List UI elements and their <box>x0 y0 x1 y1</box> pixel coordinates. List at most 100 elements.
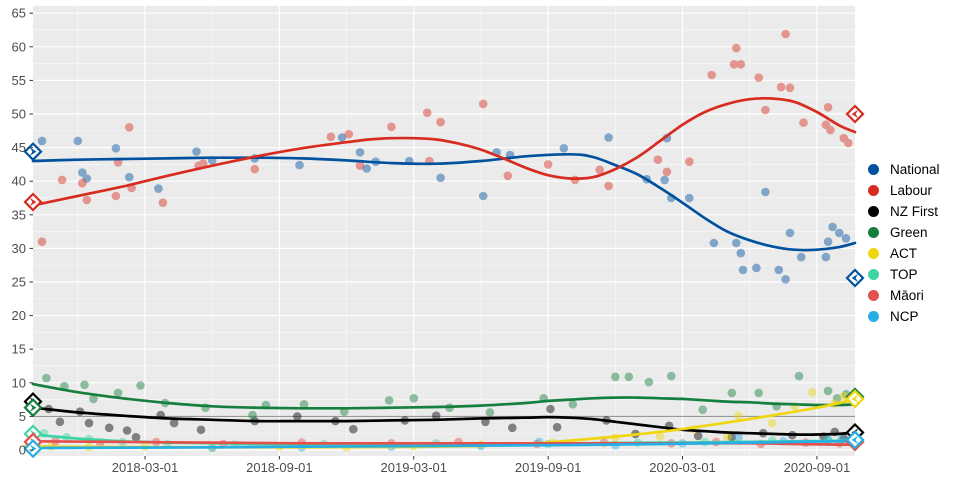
data-point <box>344 129 354 139</box>
data-point <box>754 388 763 398</box>
legend-dot-icon <box>868 290 879 301</box>
data-point <box>552 422 562 432</box>
data-point <box>122 426 132 435</box>
y-tick-label: 20 <box>12 308 26 323</box>
data-point <box>295 160 304 170</box>
data-point <box>248 410 257 420</box>
data-point <box>826 125 835 135</box>
x-tick-label: 2019-09-01 <box>515 460 582 475</box>
data-point <box>644 377 654 387</box>
plot-panel <box>33 6 855 456</box>
chevron-icon <box>29 403 37 412</box>
data-point <box>821 252 831 262</box>
data-point <box>559 144 569 153</box>
y-tick-label: 45 <box>12 140 26 155</box>
data-point <box>761 187 770 197</box>
y-tick-label: 65 <box>12 6 26 21</box>
data-point <box>55 417 65 427</box>
legend-item-national: National <box>868 159 940 180</box>
data-point <box>78 178 87 188</box>
y-tick-label: 35 <box>12 207 26 222</box>
election-2020-marker-national <box>845 268 865 288</box>
legend-item-nz-first: NZ First <box>868 201 940 222</box>
data-point <box>89 394 98 404</box>
data-point <box>823 237 833 246</box>
data-point <box>104 423 114 433</box>
data-point <box>796 252 806 262</box>
legend-label: Māori <box>890 287 924 303</box>
x-tick-label: 2018-03-01 <box>112 460 179 475</box>
data-point <box>169 418 179 428</box>
smooth-line-national <box>31 152 857 252</box>
election-2017-marker-ncp <box>23 439 43 459</box>
smooth-line-nz-first <box>31 406 857 436</box>
y-tick-label: 10 <box>12 375 26 390</box>
legend-dot-icon <box>868 185 879 196</box>
smooth-line-green <box>31 382 857 410</box>
data-point <box>604 181 613 191</box>
data-point <box>734 432 743 442</box>
data-point <box>198 159 208 168</box>
data-point <box>37 136 47 146</box>
legend-label: National <box>890 161 940 177</box>
chevron-icon <box>851 435 859 445</box>
data-point <box>349 424 358 434</box>
data-point <box>828 222 837 232</box>
data-point <box>794 371 804 381</box>
chevron-icon <box>29 197 37 207</box>
data-point <box>823 386 833 396</box>
chevron-icon <box>29 444 37 453</box>
chevron-icon <box>29 147 37 156</box>
data-point <box>835 228 844 238</box>
legend-dot-icon <box>868 164 879 175</box>
data-point <box>655 432 665 441</box>
smooth-line-ncp <box>31 439 857 450</box>
election-2020-marker-ncp <box>845 430 865 450</box>
data-point <box>734 411 743 421</box>
data-point <box>37 237 47 246</box>
legend-label: NZ First <box>890 203 938 219</box>
data-point <box>422 108 432 117</box>
data-point <box>781 29 790 39</box>
y-tick-label: 50 <box>12 107 26 122</box>
data-point <box>250 164 259 174</box>
data-point <box>723 432 732 441</box>
data-point <box>436 173 445 183</box>
data-point <box>326 132 336 142</box>
data-point <box>299 400 309 409</box>
y-tick-label: 55 <box>12 73 26 88</box>
legend-item-top: TOP <box>868 264 940 285</box>
data-point <box>821 120 831 130</box>
data-point <box>707 70 716 80</box>
data-point <box>823 103 833 112</box>
election-2017-marker-green <box>23 398 43 418</box>
data-point <box>693 431 703 441</box>
data-point <box>844 138 853 148</box>
legend: National Labour NZ First Green ACT TOP Māori NC… <box>868 159 940 327</box>
y-tick-label: 40 <box>12 174 26 189</box>
chevron-icon <box>851 109 859 119</box>
data-point <box>478 99 488 109</box>
data-point <box>841 234 851 243</box>
data-point <box>136 381 145 390</box>
data-point <box>78 168 87 177</box>
y-tick-label: 5 <box>19 409 26 424</box>
data-point <box>436 117 445 127</box>
data-point <box>653 155 663 164</box>
data-point <box>111 144 121 153</box>
data-point <box>503 171 513 181</box>
legend-label: ACT <box>890 245 917 261</box>
data-point <box>624 372 634 382</box>
data-point <box>767 418 777 428</box>
data-point <box>685 157 694 166</box>
data-point <box>485 408 495 417</box>
data-point <box>384 396 394 405</box>
chevron-icon <box>851 394 859 404</box>
data-point <box>543 160 553 169</box>
data-point <box>732 238 741 248</box>
legend-label: NCP <box>890 308 919 324</box>
data-point <box>785 228 795 238</box>
data-point <box>698 405 707 415</box>
data-point <box>84 418 94 428</box>
